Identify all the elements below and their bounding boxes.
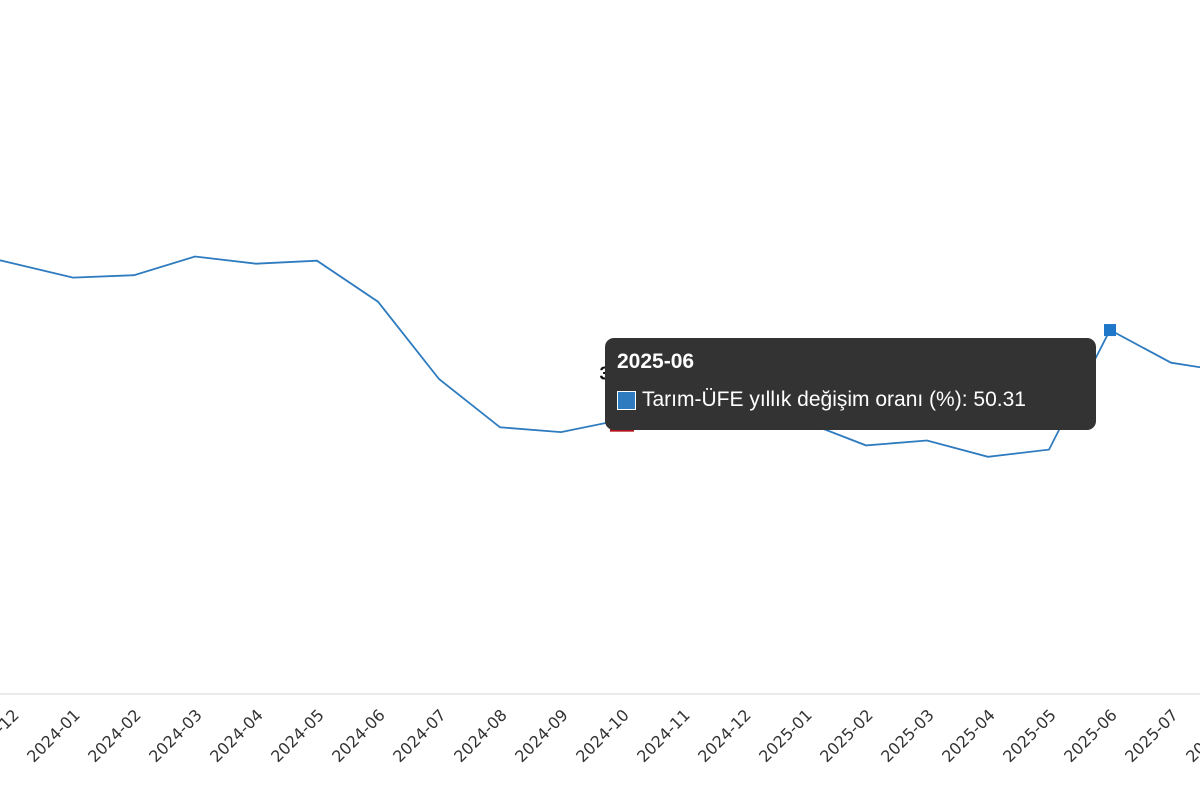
- x-tick-label: 2023-12: [0, 705, 23, 766]
- x-tick-label: 2025-07: [1121, 705, 1182, 766]
- data-point-2024-04[interactable]: [253, 261, 259, 267]
- x-tick-label: 2024-11: [633, 705, 694, 766]
- tooltip-title: 2025-06: [617, 350, 695, 373]
- x-tick-label: 2024-06: [328, 705, 389, 766]
- data-point-2024-08[interactable]: [497, 424, 503, 430]
- x-tick-label: 2024-12: [694, 705, 755, 766]
- x-tick-label: 2025-05: [999, 705, 1060, 766]
- data-point-2024-05[interactable]: [314, 258, 320, 264]
- x-tick-label: 2024-07: [389, 705, 450, 766]
- x-tick-label: 2025-01: [755, 705, 816, 766]
- x-tick-label: 2024-01: [23, 705, 84, 766]
- data-point-2024-03[interactable]: [192, 253, 198, 259]
- x-tick-label: 2024-02: [84, 705, 145, 766]
- x-tick-label: 2025-08: [1182, 705, 1200, 766]
- data-point-2024-06[interactable]: [375, 299, 381, 305]
- x-tick-label: 2025-06: [1060, 705, 1121, 766]
- x-tick-label: 2025-04: [938, 705, 999, 766]
- data-point-2025-03[interactable]: [924, 438, 930, 444]
- data-point-2023-12[interactable]: [9, 260, 15, 266]
- tooltip: 2025-06 Tarım-ÜFE yıllık değişim oranı (…: [605, 338, 1096, 430]
- data-point-2025-02[interactable]: [863, 442, 869, 448]
- x-tick-label: 2024-05: [267, 705, 328, 766]
- x-tick-label: 2024-09: [511, 705, 572, 766]
- x-tick-label: 2024-03: [145, 705, 206, 766]
- x-tick-label: 2024-04: [206, 705, 267, 766]
- data-point-2025-07[interactable]: [1168, 360, 1174, 366]
- data-point-2025-05[interactable]: [1046, 447, 1052, 453]
- x-tick-label: 2025-02: [816, 705, 877, 766]
- tooltip-row: Tarım-ÜFE yıllık değişim oranı (%): 50.3…: [617, 387, 1084, 413]
- x-tick-label: 2024-10: [572, 705, 633, 766]
- data-point-2024-01[interactable]: [70, 275, 76, 281]
- hover-marker[interactable]: [1104, 324, 1116, 337]
- data-point-2024-02[interactable]: [131, 272, 137, 278]
- series-swatch-icon: [617, 390, 636, 410]
- data-point-2025-04[interactable]: [985, 454, 991, 460]
- x-tick-label: 2024-08: [450, 705, 511, 766]
- data-point-2024-07[interactable]: [436, 376, 442, 382]
- x-tick-label: 2025-03: [877, 705, 938, 766]
- x-axis-ticks: 2023-12 2024-01 2024-02 2024-03 2024-04 2024-…: [0, 705, 1200, 766]
- tooltip-text: Tarım-ÜFE yıllık değişim oranı (%): 50.3…: [642, 388, 1026, 411]
- data-point-2024-09[interactable]: [558, 429, 564, 435]
